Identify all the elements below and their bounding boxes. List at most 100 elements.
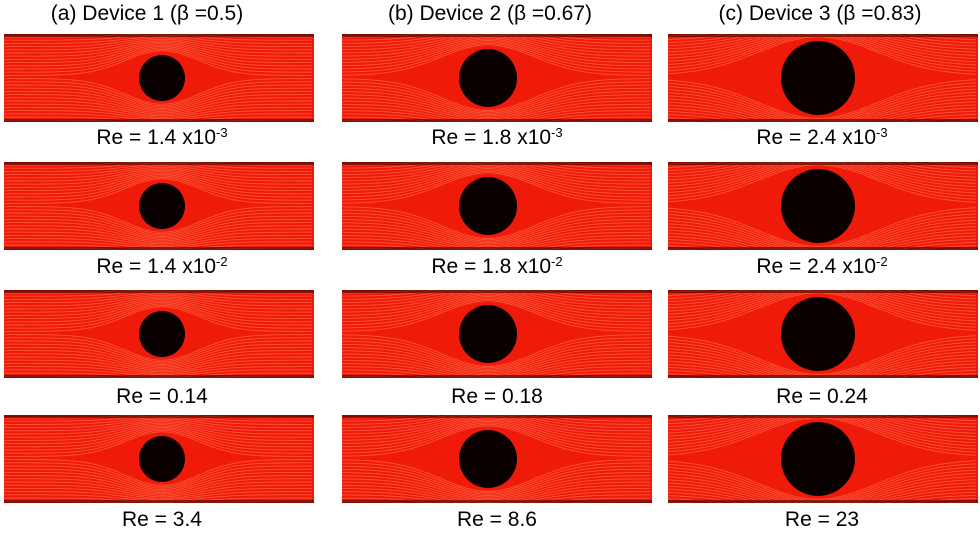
channel-wall-top [668,415,978,418]
caption-device-1-row-1: Re = 1.4 x10-3 [96,126,227,150]
channel-wall-bottom [4,119,314,122]
flow-image-device-1-row-3 [4,290,314,378]
channel-wall-top [668,162,978,165]
channel-wall-top [342,162,652,165]
streamline-image [668,34,978,122]
channel-wall-top [668,34,978,37]
channel-wall-top [4,415,314,418]
flow-image-device-2-row-3 [342,290,652,378]
caption-exponent: -2 [216,254,228,269]
obstacle-cylinder [139,436,185,482]
channel-wall-top [4,34,314,37]
channel-wall-top [4,290,314,293]
caption-text: Re = 2.4 x10 [756,255,877,278]
flow-image-device-1-row-2 [4,162,314,250]
channel-wall-top [668,290,978,293]
caption-exponent: -3 [551,125,563,140]
streamline-image [4,162,314,250]
caption-device-2-row-4: Re = 8.6 [457,508,537,532]
caption-device-3-row-1: Re = 2.4 x10-3 [756,126,887,150]
obstacle-cylinder [459,305,517,363]
streamline-image [4,34,314,122]
channel-wall-bottom [668,375,978,378]
obstacle-cylinder [139,183,185,229]
streamline-image [342,415,652,503]
channel-wall-bottom [668,119,978,122]
obstacle-cylinder [781,297,855,371]
channel-wall-top [342,290,652,293]
channel-wall-bottom [4,375,314,378]
streamlines [668,34,977,122]
flow-image-device-3-row-1 [668,34,978,122]
obstacle-cylinder [781,422,855,496]
streamline-image [668,162,978,250]
channel-wall-bottom [342,500,652,503]
streamlines [342,34,651,122]
caption-device-3-row-2: Re = 2.4 x10-2 [756,255,887,279]
caption-device-3-row-4: Re = 23 [785,508,859,532]
caption-exponent: -3 [216,125,228,140]
channel-wall-bottom [668,247,978,250]
caption-text: Re = 23 [784,508,860,531]
channel-wall-bottom [342,247,652,250]
caption-exponent: -2 [551,254,563,269]
caption-text: Re = 0.14 [116,385,208,408]
caption-exponent: -3 [876,125,888,140]
streamline-image [668,290,978,378]
column-title-device-3: (c) Device 3 (β =0.83) [718,2,922,25]
streamline-image [4,415,314,503]
flow-image-device-2-row-4 [342,415,652,503]
caption-device-1-row-4: Re = 3.4 [122,508,202,532]
channel-wall-bottom [4,247,314,250]
streamlines [342,162,651,250]
flow-image-device-3-row-3 [668,290,978,378]
obstacle-cylinder [459,177,517,235]
caption-device-1-row-2: Re = 1.4 x10-2 [96,255,227,279]
column-title-device-1: (a) Device 1 (β =0.5) [50,2,244,25]
obstacle-cylinder [139,55,185,101]
caption-text: Re = 1.4 x10 [96,255,217,278]
streamlines [4,415,313,503]
channel-wall-top [342,415,652,418]
caption-text: Re = 2.4 x10 [756,126,877,149]
streamlines [4,162,313,250]
flow-image-device-2-row-2 [342,162,652,250]
streamline-image [342,162,652,250]
channel-wall-top [4,162,314,165]
obstacle-cylinder [781,169,855,243]
streamline-image [342,34,652,122]
obstacle-cylinder [459,49,517,107]
channel-wall-bottom [342,375,652,378]
caption-device-2-row-1: Re = 1.8 x10-3 [431,126,562,150]
caption-device-2-row-2: Re = 1.8 x10-2 [431,255,562,279]
channel-wall-bottom [668,500,978,503]
obstacle-cylinder [781,41,855,115]
flow-image-device-1-row-1 [4,34,314,122]
flow-image-device-2-row-1 [342,34,652,122]
channel-wall-top [342,34,652,37]
flow-image-device-1-row-4 [4,415,314,503]
streamline-image [4,290,314,378]
obstacle-cylinder [459,430,517,488]
caption-text: Re = 3.4 [122,508,202,531]
caption-text: Re = 0.24 [776,385,868,408]
flow-image-device-3-row-2 [668,162,978,250]
caption-device-3-row-3: Re = 0.24 [776,385,868,409]
caption-text: Re = 8.6 [457,508,537,531]
channel-wall-bottom [4,500,314,503]
caption-text: Re = 1.4 x10 [96,126,217,149]
streamlines [342,290,651,378]
caption-text: Re = 1.8 x10 [431,126,552,149]
column-title-device-2: (b) Device 2 (β =0.67) [387,2,593,25]
caption-text: Re = 1.8 x10 [431,255,552,278]
caption-device-1-row-3: Re = 0.14 [116,385,208,409]
channel-wall-bottom [342,119,652,122]
streamline-image [342,290,652,378]
caption-text: Re = 0.18 [451,385,543,408]
caption-exponent: -2 [876,254,888,269]
flow-image-device-3-row-4 [668,415,978,503]
streamlines [4,290,313,378]
caption-device-2-row-3: Re = 0.18 [451,385,543,409]
obstacle-cylinder [139,311,185,357]
streamline-image [668,415,978,503]
